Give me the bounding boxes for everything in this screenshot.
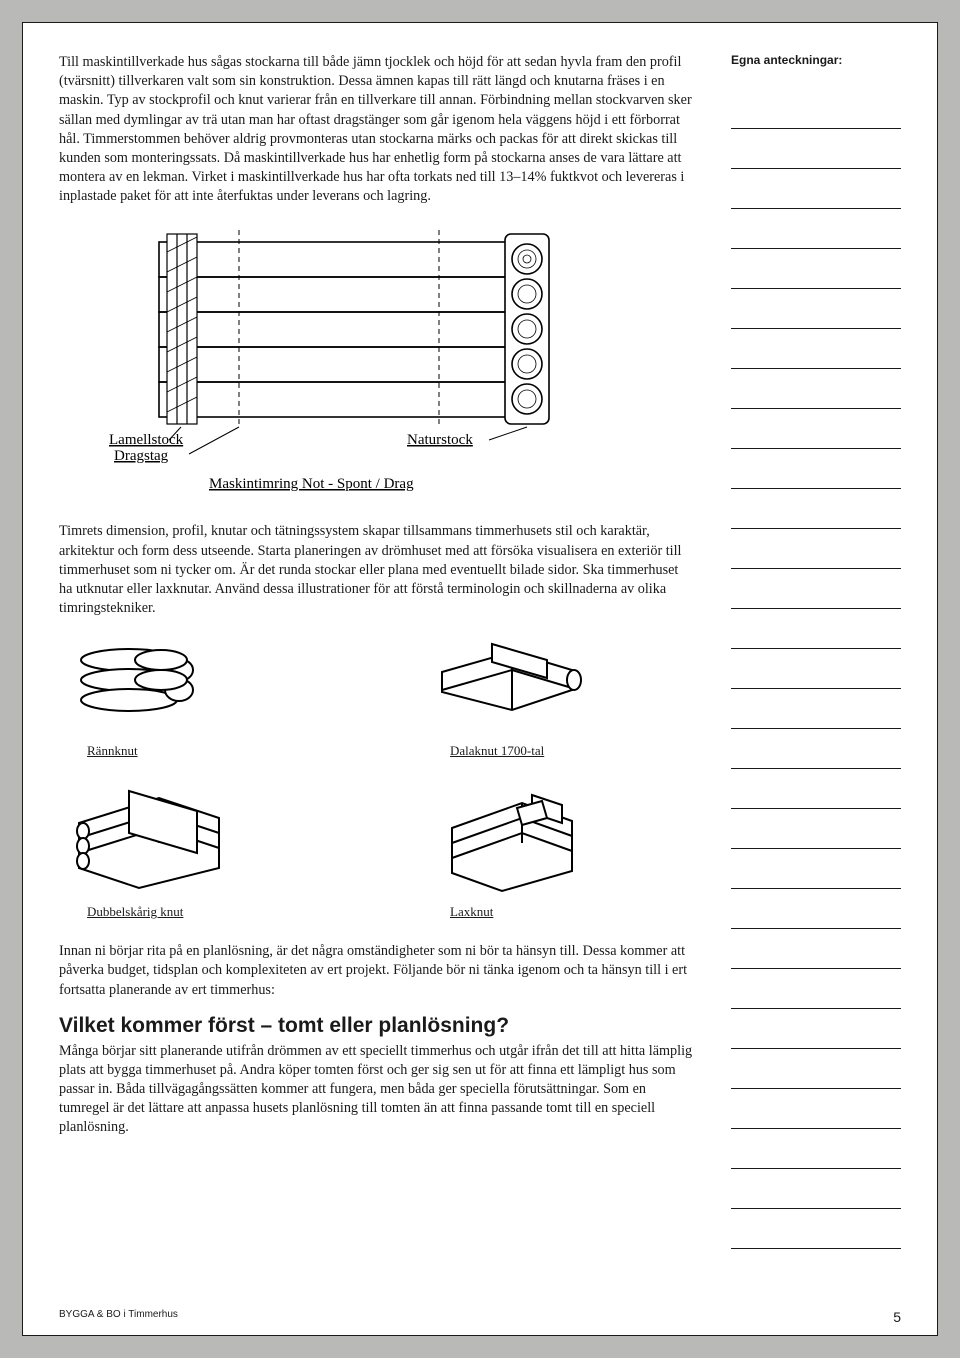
note-line [731,249,901,289]
note-line [731,609,901,649]
note-line [731,409,901,449]
page-footer: BYGGA & BO i Timmerhus 5 [59,1309,901,1325]
content-row: Till maskintillverkade hus sågas stockar… [59,53,901,1249]
note-line [731,809,901,849]
note-line [731,289,901,329]
note-line [731,529,901,569]
note-line [731,1209,901,1249]
diagram-rannknut: Rännknut [69,632,312,759]
note-line [731,1129,901,1169]
note-line [731,449,901,489]
note-line [731,1169,901,1209]
note-line [731,849,901,889]
note-line [731,169,901,209]
note-line [731,729,901,769]
knut-diagrams: Rännknut Dalaknut 1700-tal [69,632,675,920]
label-maskintimring: Maskintimring Not - Spont / Drag [209,476,414,492]
diagram-maskintimring: Lamellstock Dragstag Naturstock Maskinti… [59,222,695,502]
page-number: 5 [893,1309,901,1325]
note-line [731,969,901,1009]
page: Till maskintillverkade hus sågas stockar… [22,22,938,1336]
note-line [731,489,901,529]
note-line [731,1089,901,1129]
note-line [731,929,901,969]
paragraph-2: Timrets dimension, profil, knutar och tä… [59,522,695,618]
note-line [731,769,901,809]
note-line [731,689,901,729]
note-line [731,209,901,249]
note-line [731,329,901,369]
label-dalaknut: Dalaknut 1700-tal [450,743,675,759]
section-heading: Vilket kommer först – tomt eller planlös… [59,1014,695,1038]
label-lamellstock: Lamellstock [109,432,184,448]
footer-left: BYGGA & BO i Timmerhus [59,1309,178,1325]
label-dubbelskarig: Dubbelskårig knut [87,904,312,920]
note-line [731,569,901,609]
notes-column: Egna anteckningar: [731,53,901,1249]
notes-heading: Egna anteckningar: [731,53,901,67]
diagram-svg: Lamellstock Dragstag Naturstock Maskinti… [59,222,619,502]
paragraph-1: Till maskintillverkade hus sågas stockar… [59,53,695,206]
label-rannknut: Rännknut [87,743,312,759]
note-line [731,129,901,169]
note-lines [731,89,901,1249]
label-laxknut: Laxknut [450,904,675,920]
note-line [731,369,901,409]
note-line [731,1009,901,1049]
paragraph-3: Innan ni börjar rita på en planlösning, … [59,942,695,1000]
paragraph-4: Många börjar sitt planerande utifrån drö… [59,1042,695,1138]
label-naturstock: Naturstock [407,432,473,448]
note-line [731,89,901,129]
note-line [731,1049,901,1089]
note-line [731,889,901,929]
diagram-laxknut: Laxknut [432,783,675,920]
note-line [731,649,901,689]
label-dragstag: Dragstag [114,448,169,464]
diagram-dalaknut: Dalaknut 1700-tal [432,632,675,759]
main-column: Till maskintillverkade hus sågas stockar… [59,53,695,1249]
diagram-dubbelskarig: Dubbelskårig knut [69,783,312,920]
